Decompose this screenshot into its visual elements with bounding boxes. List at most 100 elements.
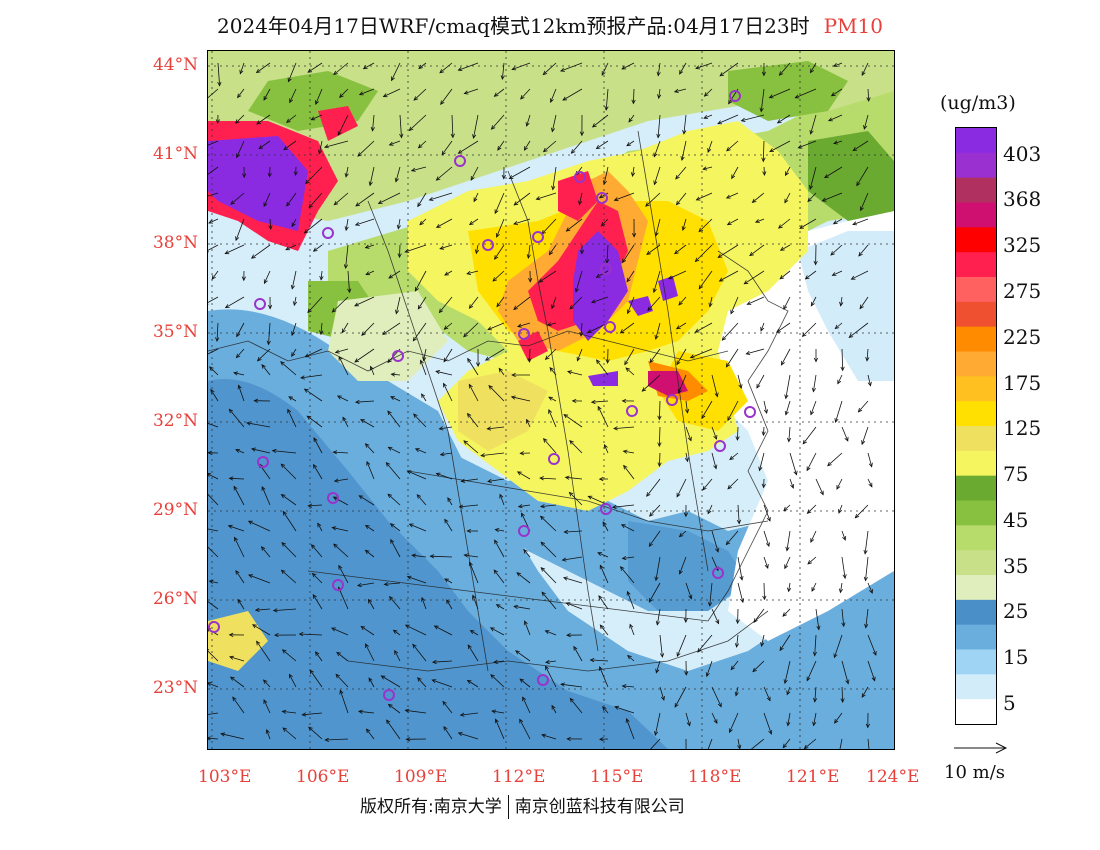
wind-arrowhead xyxy=(354,399,360,405)
station-marker[interactable] xyxy=(604,321,616,333)
wind-arrowhead xyxy=(336,651,341,657)
wind-vector xyxy=(236,140,245,158)
wind-vector xyxy=(763,400,768,414)
station-marker[interactable] xyxy=(596,192,608,204)
wind-vector xyxy=(646,244,661,255)
wind-arrowhead xyxy=(261,485,266,491)
wind-arrowhead xyxy=(263,279,268,285)
wind-vector xyxy=(627,296,635,314)
station-marker[interactable] xyxy=(327,492,339,504)
wind-arrowhead xyxy=(739,575,744,581)
wind-vector xyxy=(711,686,722,707)
wind-arrowhead xyxy=(597,405,602,411)
wind-arrowhead xyxy=(684,671,689,676)
wind-arrowhead xyxy=(280,463,286,468)
wind-vector xyxy=(492,710,505,714)
wind-vector xyxy=(320,322,323,335)
colorbar-label-125: 125 xyxy=(1003,416,1042,440)
station-marker[interactable] xyxy=(714,440,726,452)
station-marker[interactable] xyxy=(257,456,269,468)
wind-vector-field xyxy=(208,62,877,749)
station-marker[interactable] xyxy=(208,621,220,633)
wind-arrowhead xyxy=(595,144,601,150)
colorbar-swatch xyxy=(956,426,996,452)
wind-vector xyxy=(208,166,219,175)
wind-arrowhead xyxy=(313,463,318,469)
wind-vector xyxy=(674,88,687,93)
wind-arrowhead xyxy=(293,171,298,177)
wind-arrowhead xyxy=(595,273,601,278)
wind-vector xyxy=(779,270,791,280)
wind-arrowhead xyxy=(779,646,784,652)
station-marker[interactable] xyxy=(712,567,724,579)
wind-arrowhead xyxy=(467,644,472,650)
wind-arrowhead xyxy=(377,200,383,204)
wind-arrowhead xyxy=(863,576,868,582)
station-marker[interactable] xyxy=(383,689,395,701)
station-marker[interactable] xyxy=(482,239,494,251)
wind-arrowhead xyxy=(598,595,603,600)
wind-arrowhead xyxy=(762,595,767,601)
wind-arrowhead xyxy=(751,198,757,203)
station-marker[interactable] xyxy=(254,298,266,310)
wind-vector xyxy=(272,450,297,454)
wind-arrowhead xyxy=(282,510,287,516)
wind-arrowhead xyxy=(333,70,338,76)
wind-arrowhead xyxy=(708,302,713,308)
wind-vector xyxy=(659,686,665,701)
wind-arrowhead xyxy=(734,643,740,648)
wind-vector xyxy=(334,192,349,206)
wind-vector xyxy=(798,140,817,149)
station-marker[interactable] xyxy=(454,155,466,167)
station-marker[interactable] xyxy=(600,263,612,275)
station-marker[interactable] xyxy=(392,350,404,362)
pm10-forecast-map[interactable] xyxy=(207,50,895,750)
wind-arrowhead xyxy=(337,395,342,400)
wind-arrowhead xyxy=(660,696,665,701)
wind-vector xyxy=(357,140,375,157)
wind-arrowhead xyxy=(440,100,445,106)
station-marker[interactable] xyxy=(600,503,612,515)
station-marker[interactable] xyxy=(518,525,530,537)
wind-arrowhead xyxy=(567,370,572,375)
wind-arrowhead xyxy=(678,569,683,575)
wind-vector xyxy=(657,114,661,138)
wind-arrowhead xyxy=(715,619,720,625)
colorbar xyxy=(955,127,997,725)
wind-arrowhead xyxy=(418,64,423,70)
station-marker[interactable] xyxy=(518,328,530,340)
station-marker[interactable] xyxy=(322,227,334,239)
lat-label-41n: 41°N xyxy=(152,144,198,164)
wind-arrowhead xyxy=(499,493,504,499)
station-marker[interactable] xyxy=(332,579,344,591)
station-marker[interactable] xyxy=(537,674,549,686)
wind-vector xyxy=(599,624,609,636)
station-marker[interactable] xyxy=(744,406,756,418)
wind-arrowhead xyxy=(544,630,550,634)
wind-arrowhead xyxy=(208,473,211,477)
wind-vector xyxy=(317,523,323,532)
wind-vector xyxy=(357,582,375,586)
station-marker[interactable] xyxy=(548,453,560,465)
colorbar-swatch xyxy=(956,550,996,576)
wind-vector xyxy=(440,88,453,105)
wind-vector xyxy=(394,650,401,662)
station-marker[interactable] xyxy=(626,405,638,417)
station-marker[interactable] xyxy=(729,90,741,102)
station-marker[interactable] xyxy=(574,171,586,183)
wind-arrowhead xyxy=(768,94,774,99)
wind-arrowhead xyxy=(519,678,525,683)
wind-arrowhead xyxy=(749,251,754,257)
wind-vector xyxy=(810,296,817,306)
station-marker[interactable] xyxy=(666,394,678,406)
wind-arrowhead xyxy=(208,682,212,687)
wind-arrowhead xyxy=(318,149,323,155)
wind-vector xyxy=(727,400,739,421)
wind-arrowhead xyxy=(463,440,468,445)
station-marker[interactable] xyxy=(532,231,544,243)
wind-arrowhead xyxy=(365,728,371,734)
wind-vector xyxy=(363,62,375,70)
wind-arrowhead xyxy=(475,362,481,368)
wind-arrowhead xyxy=(864,623,869,629)
wind-vector xyxy=(866,348,869,361)
